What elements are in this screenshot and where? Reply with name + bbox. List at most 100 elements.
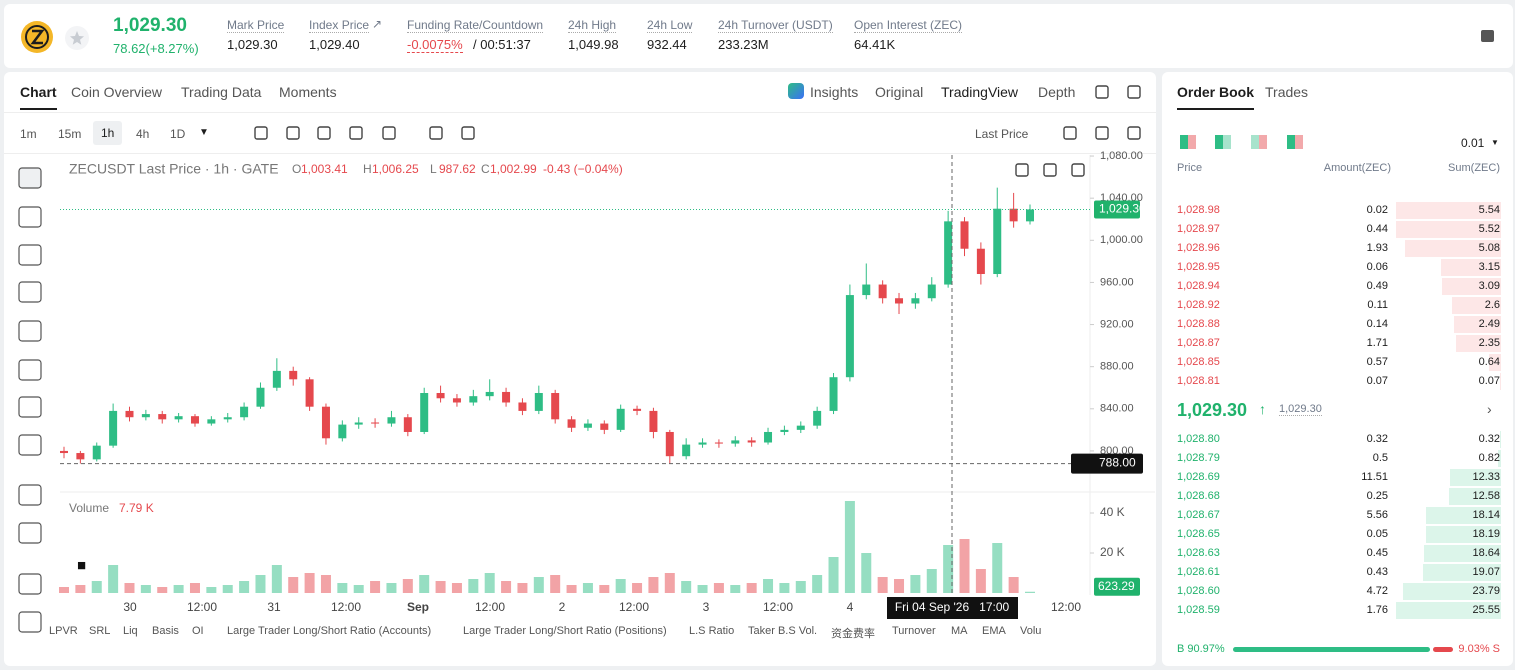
book-price[interactable]: 1,028.61 [1177, 566, 1220, 578]
indicator-tab[interactable]: MA [951, 625, 968, 637]
candle-body [976, 248, 985, 275]
indicator-tab[interactable]: Volu [1020, 625, 1042, 637]
candle-body [125, 410, 134, 418]
volume-tick-label: 20 K [1100, 545, 1125, 559]
volume-bar [615, 579, 626, 593]
depth-bar [1396, 221, 1501, 238]
book-price[interactable]: 1,028.81 [1177, 375, 1220, 387]
x-tick-label: Sep [407, 600, 429, 614]
book-view-icon[interactable] [1251, 135, 1267, 149]
drawing-tool [18, 206, 42, 228]
interval[interactable]: 1m [20, 127, 37, 141]
ohlc-key: H [363, 162, 372, 176]
chart-tab[interactable]: Coin Overview [71, 84, 163, 100]
book-price[interactable]: 1,028.97 [1177, 223, 1220, 235]
interval[interactable]: 1D [170, 127, 186, 141]
volume-bar [959, 539, 970, 593]
indicator-tab[interactable]: Large Trader Long/Short Ratio (Accounts) [227, 625, 432, 637]
depth-bar [1424, 545, 1501, 562]
orderbook-tab[interactable]: Order Book [1177, 84, 1255, 110]
y-tick-label: 880.00 [1100, 361, 1134, 373]
book-view-icon[interactable] [1180, 135, 1196, 149]
book-price[interactable]: 1,028.79 [1177, 452, 1220, 464]
indicator-tab[interactable]: Basis [152, 625, 179, 637]
view-tab[interactable]: Original [875, 84, 924, 100]
volume-bar [844, 501, 855, 593]
indicator-tab[interactable]: SRL [89, 625, 111, 637]
book-price[interactable]: 1,028.69 [1177, 471, 1220, 483]
chevron: › [1487, 401, 1492, 417]
book-amount: 0.25 [1366, 490, 1388, 502]
volume-bar [320, 575, 331, 593]
indicator-tab[interactable]: Liq [123, 625, 138, 637]
indicator-tab[interactable]: OI [192, 625, 204, 637]
volume-bar [484, 573, 495, 593]
book-sum: 18.14 [1472, 509, 1500, 521]
interval[interactable]: 15m [58, 127, 82, 141]
caret: ▼ [199, 127, 209, 138]
indicator-tab[interactable]: L.S Ratio [689, 625, 735, 637]
drawing-tool [18, 522, 42, 544]
volume-bar [435, 581, 446, 593]
price-source[interactable]: Last Price [975, 127, 1029, 141]
y-tick-label: 960.00 [1100, 276, 1134, 288]
candle-body [829, 377, 838, 411]
interval[interactable]: 4h [136, 127, 150, 141]
toolbar-icon [382, 126, 396, 140]
volume-bar [370, 581, 381, 593]
book-price[interactable]: 1,028.85 [1177, 356, 1220, 368]
book-price[interactable]: 1,028.65 [1177, 528, 1220, 540]
interval[interactable]: 1h [93, 121, 123, 145]
book-price[interactable]: 1,028.60 [1177, 585, 1220, 597]
volume-bar [222, 585, 233, 593]
view-tab[interactable]: Depth [1038, 84, 1076, 100]
indicator-tab[interactable]: Turnover [892, 625, 936, 637]
view-tab[interactable]: Insights [810, 84, 859, 100]
book-sum: 2.35 [1478, 337, 1500, 349]
book-price[interactable]: 1,028.92 [1177, 299, 1220, 311]
chart-tab[interactable]: Moments [279, 84, 337, 100]
stat-label: 24h Low [647, 18, 693, 33]
book-price[interactable]: 1,028.88 [1177, 318, 1220, 330]
depth-bar [1442, 278, 1501, 295]
volume-bar [59, 587, 69, 593]
view-tab[interactable]: TradingView [941, 84, 1019, 100]
divider [4, 153, 1156, 154]
orderbook-tab[interactable]: Trades [1265, 84, 1309, 100]
y-tick-label: 840.00 [1100, 403, 1134, 415]
volume-bar [501, 581, 512, 593]
book-price[interactable]: 1,028.68 [1177, 490, 1220, 502]
book-price[interactable]: 1,028.94 [1177, 280, 1220, 292]
book-price[interactable]: 1,028.80 [1177, 433, 1220, 445]
book-price[interactable]: 1,028.59 [1177, 604, 1220, 616]
book-price[interactable]: 1,028.96 [1177, 242, 1220, 254]
precision[interactable]: 0.01 [1461, 136, 1485, 150]
indicator-tab[interactable]: Taker B.S Vol. [748, 625, 818, 637]
ohlc-value: 987.62 [439, 162, 476, 176]
book-price[interactable]: 1,028.63 [1177, 547, 1220, 559]
book-price[interactable]: 1,028.95 [1177, 261, 1220, 273]
book-price[interactable]: 1,028.98 [1177, 204, 1220, 216]
candle-body [60, 450, 68, 454]
chart-tab[interactable]: Chart [20, 84, 57, 110]
indicator-tab[interactable]: EMA [982, 625, 1006, 637]
volume-bar [861, 553, 872, 593]
book-price[interactable]: 1,028.87 [1177, 337, 1220, 349]
book-sum: 0.82 [1478, 452, 1500, 464]
last-volume-label: 623.29 [1098, 579, 1135, 593]
indicator-tab[interactable]: LPVR [49, 625, 78, 637]
book-view-icon[interactable] [1287, 135, 1303, 149]
layout-icon[interactable] [1478, 26, 1498, 46]
volume-bar [648, 577, 659, 593]
depth-bar [1456, 335, 1501, 352]
book-amount: 0.07 [1366, 375, 1388, 387]
chart-tab[interactable]: Trading Data [181, 84, 262, 100]
book-view-icon[interactable] [1215, 135, 1231, 149]
indicator-tab[interactable]: 资金费率 [831, 628, 875, 640]
book-amount: 0.02 [1366, 204, 1388, 216]
book-price[interactable]: 1,028.67 [1177, 509, 1220, 521]
book-amount: 0.43 [1366, 566, 1388, 578]
indicator-tab[interactable]: Large Trader Long/Short Ratio (Positions… [463, 625, 667, 637]
favorite-star[interactable] [64, 25, 90, 51]
